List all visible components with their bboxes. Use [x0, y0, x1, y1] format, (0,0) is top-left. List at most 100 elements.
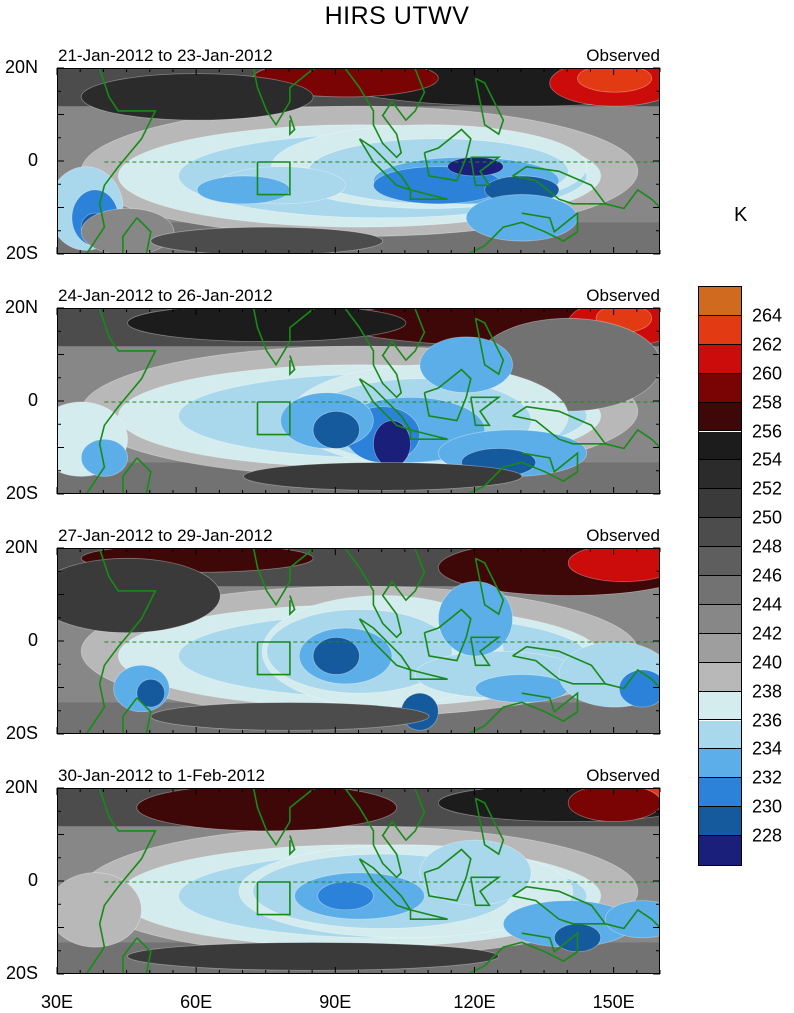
lon-tick-label: 60E — [180, 992, 213, 1012]
contour-region — [567, 549, 659, 582]
coastline — [474, 797, 505, 856]
axis-ticks — [56, 787, 661, 975]
contour-field — [58, 549, 659, 733]
lat-tick-label: 20N — [4, 297, 38, 317]
colorbar-level-label: 256 — [752, 421, 783, 441]
coastline — [289, 595, 296, 617]
coastline — [423, 608, 472, 662]
colorbar-segment — [699, 315, 741, 345]
colorbar-level-label: 232 — [752, 767, 783, 788]
colorbar-segment — [699, 373, 741, 403]
lat-tick-label: 20S — [5, 483, 38, 503]
colorbar-level-label: 230 — [752, 796, 783, 817]
colorbar-segment — [699, 691, 741, 721]
colorbar — [698, 286, 742, 866]
map-panel-3: 27-Jan-2012 to 29-Jan-2012 Observed 20N 0 20… — [0, 526, 690, 743]
colorbar-level-label: 228 — [752, 825, 783, 846]
colorbar-level-label: 240 — [752, 652, 783, 673]
coastline — [474, 77, 505, 136]
lon-tick-label: 30E — [40, 992, 74, 1012]
contour-region — [136, 678, 166, 708]
contour-region — [127, 309, 407, 342]
panel-date-range: 21-Jan-2012 to 23-Jan-2012 — [58, 46, 273, 65]
colorbar-segment — [699, 460, 741, 490]
contour-map — [57, 308, 660, 494]
panel-source-label: Observed — [586, 286, 660, 305]
contour-region — [243, 462, 523, 491]
contour-region — [58, 557, 221, 634]
colorbar-unit: K — [734, 204, 748, 226]
lat-tick-label: 20N — [4, 57, 38, 77]
panel-date-range: 24-Jan-2012 to 26-Jan-2012 — [58, 286, 273, 305]
coastline — [605, 188, 659, 210]
colorbar-level-label: 258 — [752, 392, 783, 413]
colorbar-segment — [699, 662, 741, 692]
lat-tick-label: 0 — [27, 630, 38, 650]
coastline — [183, 309, 317, 367]
coastline — [470, 396, 502, 427]
panel-source-label: Observed — [586, 766, 660, 785]
contour-region — [618, 669, 659, 708]
colorbar-level-label: 262 — [752, 334, 783, 355]
coastline — [86, 69, 157, 253]
coastline — [605, 668, 659, 690]
coastline — [344, 309, 426, 399]
coastline — [86, 549, 157, 733]
coastline — [86, 309, 157, 493]
coastline — [409, 669, 448, 680]
coastline — [468, 691, 579, 733]
axis-ticks — [56, 547, 661, 735]
colorbar-segment — [699, 604, 741, 634]
contour-map — [57, 788, 660, 974]
colorbar-level-label: 246 — [752, 565, 783, 586]
contour-region — [150, 702, 430, 731]
colorbar-level-label: 248 — [752, 536, 783, 557]
lat-tick-label: 0 — [27, 870, 38, 890]
colorbar-segment — [699, 720, 741, 750]
contour-field — [58, 789, 659, 973]
colorbar-segment — [699, 778, 741, 808]
coastline — [423, 848, 472, 902]
lat-tick-label: 0 — [27, 390, 38, 410]
colorbar-segment — [699, 287, 741, 316]
study-area-box — [256, 401, 291, 436]
contour-map — [57, 68, 660, 254]
panel-source-label: Observed — [586, 526, 660, 545]
coastline — [122, 457, 152, 493]
lat-tick-label: 20S — [5, 723, 38, 743]
colorbar-level-label: 260 — [752, 363, 783, 384]
colorbar-segment — [699, 576, 741, 605]
coastline — [344, 69, 426, 159]
contour-map — [57, 548, 660, 734]
map-panel-4: 30-Jan-2012 to 1-Feb-2012 Observed 20N 0 20S — [0, 766, 690, 983]
colorbar-segment — [699, 547, 741, 576]
panel-date-range: 30-Jan-2012 to 1-Feb-2012 — [58, 766, 265, 785]
contour-region — [419, 336, 513, 394]
coastline — [358, 378, 413, 432]
coastline — [344, 789, 426, 879]
lat-tick-label: 20S — [5, 963, 38, 983]
coastline — [344, 549, 426, 639]
colorbar-segment — [699, 344, 741, 374]
colorbar-level-label: 234 — [752, 738, 783, 759]
coastline — [512, 645, 607, 685]
contour-region — [80, 438, 128, 477]
coastline — [423, 128, 472, 182]
coastline — [409, 909, 448, 920]
chart-title: HIRS UTWV — [324, 2, 470, 30]
colorbar-level-label: 254 — [752, 449, 783, 470]
map-panel-1: 21-Jan-2012 to 23-Jan-2012 Observed 20N 0 20… — [0, 46, 690, 263]
map-panel-2: 24-Jan-2012 to 26-Jan-2012 Observed 20N 0 20… — [0, 286, 690, 503]
study-area-box — [256, 161, 291, 196]
coastline — [512, 885, 607, 925]
coastline — [605, 428, 659, 450]
contour-region — [312, 636, 360, 675]
coastline — [409, 189, 448, 200]
colorbar-level-label: 236 — [752, 710, 783, 730]
coastline — [358, 138, 413, 192]
colorbar-level-label: 264 — [752, 305, 783, 326]
colorbar-segment — [699, 633, 741, 663]
study-area-box — [256, 881, 291, 916]
coastline — [122, 937, 152, 973]
coastline — [289, 835, 296, 857]
